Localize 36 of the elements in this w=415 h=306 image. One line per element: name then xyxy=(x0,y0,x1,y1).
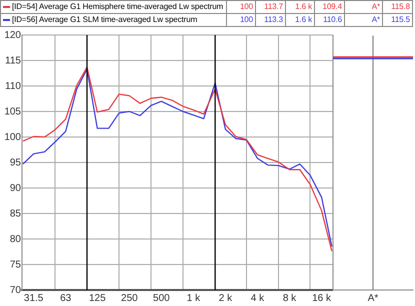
legend-label: [ID=56] Average G1 SLM time-averaged Lw spectrum xyxy=(0,14,226,26)
y-tick-label: 85 xyxy=(10,208,22,220)
x-tick-label: 63 xyxy=(60,292,72,304)
y-tick-label: 120 xyxy=(4,30,22,41)
text: 1.6 k xyxy=(286,0,314,14)
text: 113.7 xyxy=(256,0,286,14)
y-tick-label: 95 xyxy=(10,157,22,168)
y-tick-label: 110 xyxy=(5,80,22,92)
text: A* xyxy=(344,0,382,14)
y-tick-label: 115 xyxy=(5,55,22,66)
x-tick-label: 8 k xyxy=(282,292,298,304)
x-tick-label: 125 xyxy=(88,292,106,304)
y-tick-label: 70 xyxy=(10,284,22,296)
text: 115.5 xyxy=(382,14,412,26)
y-tick-label: 75 xyxy=(10,259,22,270)
text: 109.4 xyxy=(314,0,344,14)
x-tick-label: 250 xyxy=(121,292,138,304)
text: 100 xyxy=(226,0,256,14)
text: 110.6 xyxy=(314,14,344,26)
x-tick-label: 31.5 xyxy=(24,292,44,304)
text: 115.8 xyxy=(382,0,412,14)
x-tick-label: A* xyxy=(368,292,378,304)
x-tick-label: 1 k xyxy=(186,292,202,304)
text: 113.3 xyxy=(256,14,286,26)
legend-label: [ID=54] Average G1 Hemisphere time-averaged Lw spectrum xyxy=(0,0,226,14)
x-tick-label: 2 k xyxy=(218,292,234,304)
text: 100 xyxy=(226,14,256,26)
y-tick-label: 105 xyxy=(4,106,22,118)
y-tick-label: 100 xyxy=(4,132,22,143)
x-tick-label: 500 xyxy=(153,292,170,304)
x-tick-label: 4 k xyxy=(250,292,266,304)
y-tick-label: 90 xyxy=(10,182,22,194)
y-tick-label: 80 xyxy=(10,234,22,245)
x-tick-label: 16 k xyxy=(312,292,332,304)
text: A* xyxy=(344,14,382,26)
text: 1.6 k xyxy=(286,14,314,26)
